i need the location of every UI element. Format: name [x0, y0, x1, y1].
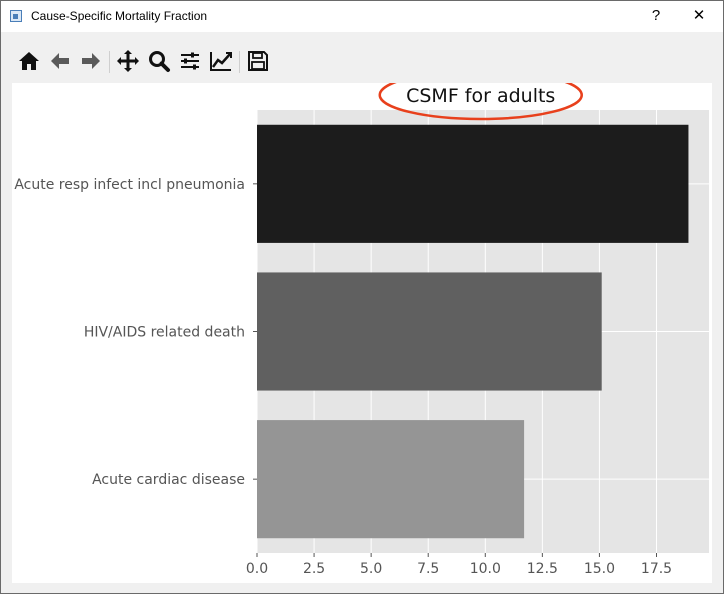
- close-button[interactable]: ✕: [692, 7, 706, 24]
- toolbar-separator: [109, 51, 110, 73]
- x-tick-label: 5.0: [360, 561, 382, 577]
- bar: [257, 124, 689, 243]
- x-tick-label: 12.5: [527, 561, 558, 577]
- forward-icon: [82, 53, 100, 69]
- pan-icon: [117, 50, 139, 72]
- x-tick-label: 2.5: [303, 561, 325, 577]
- save-button[interactable]: [246, 49, 270, 73]
- figure-canvas: Acute resp infect incl pneumonia HIV/AIDS…: [12, 83, 712, 583]
- bars: [257, 124, 689, 539]
- x-tick-label: 0.0: [246, 561, 268, 577]
- back-icon: [51, 53, 69, 69]
- bar: [257, 272, 602, 391]
- y-tick-label: HIV/AIDS related death: [84, 325, 245, 341]
- home-button[interactable]: [17, 49, 41, 73]
- bar: [257, 420, 525, 539]
- app-icon: [10, 10, 22, 22]
- configure-subplots-icon: [181, 52, 199, 70]
- zoom-icon: [149, 51, 170, 72]
- x-tick-label: 15.0: [584, 561, 615, 577]
- title-highlight-ellipse: [378, 83, 583, 121]
- x-tick-label: 7.5: [417, 561, 439, 577]
- configure-subplots-button[interactable]: [178, 49, 202, 73]
- y-axis-ticks: Acute resp infect incl pneumonia HIV/AIDS…: [14, 177, 257, 488]
- chart-title: CSMF for adults: [406, 85, 555, 107]
- y-tick-label: Acute resp infect incl pneumonia: [14, 177, 245, 193]
- navigation-toolbar: [1, 45, 723, 79]
- save-icon: [248, 51, 268, 71]
- zoom-button[interactable]: [147, 49, 171, 73]
- x-tick-label: 10.0: [470, 561, 501, 577]
- edit-axes-button[interactable]: [209, 49, 233, 73]
- csmf-bar-chart: Acute resp infect incl pneumonia HIV/AIDS…: [14, 83, 709, 577]
- window-title: Cause-Specific Mortality Fraction: [31, 9, 208, 23]
- title-bar: Cause-Specific Mortality Fraction ? ✕: [1, 1, 723, 32]
- back-button[interactable]: [48, 49, 72, 73]
- pan-button[interactable]: [116, 49, 140, 73]
- x-axis-ticks: 0.0 2.5 5.0 7.5 10.0 12.5 15.0 17.5: [246, 553, 672, 577]
- home-icon: [19, 52, 39, 70]
- forward-button[interactable]: [79, 49, 103, 73]
- help-button[interactable]: ?: [651, 7, 661, 24]
- y-tick-label: Acute cardiac disease: [92, 472, 245, 488]
- edit-axes-icon: [210, 52, 232, 71]
- x-tick-label: 17.5: [641, 561, 672, 577]
- toolbar-separator: [239, 51, 240, 73]
